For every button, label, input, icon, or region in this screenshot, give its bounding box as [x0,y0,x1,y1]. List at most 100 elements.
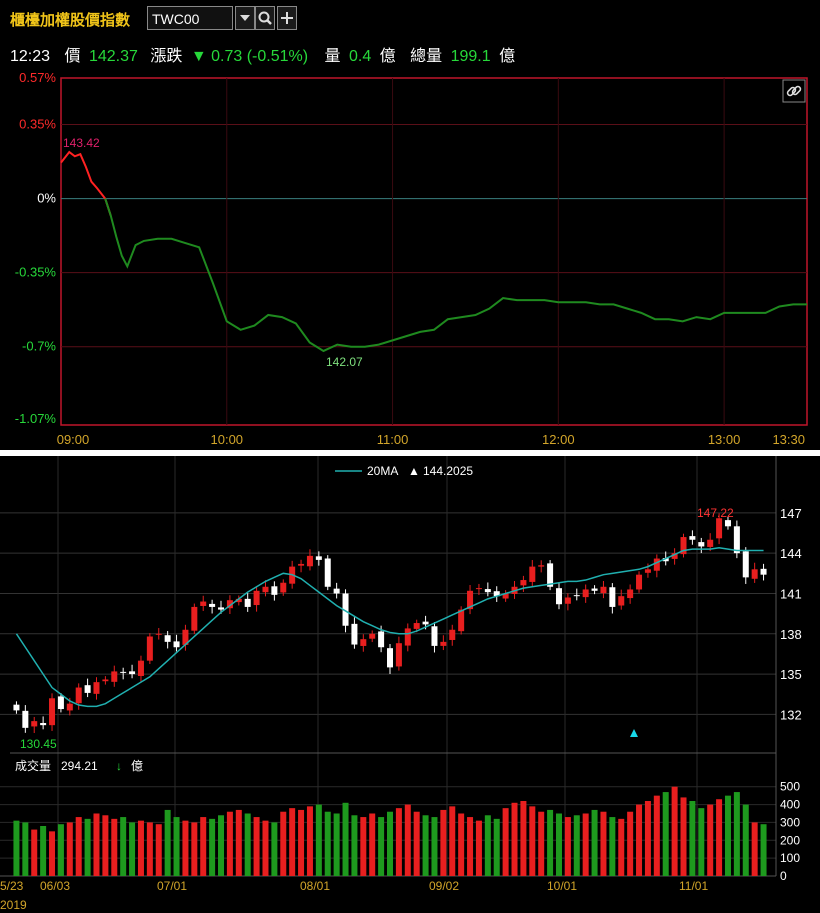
candle [724,516,731,530]
candle-body [280,582,287,593]
candle-body [31,721,38,727]
candle-body [324,558,331,587]
volume-bar [209,818,216,876]
candle-body [502,593,509,599]
price-label: 價 [64,48,81,65]
volume-bar [698,808,705,876]
total-volume-unit: 億 [499,48,516,65]
search-icon [258,11,272,25]
candle-body [707,539,714,547]
daily-x-tick: 10/01 [547,879,577,893]
daily-y-tick: 132 [780,707,802,722]
candle [547,560,554,591]
candle [324,555,331,591]
candle-body [484,589,491,593]
candle-body [431,626,438,646]
candle-body [13,704,20,711]
volume-bar [751,822,758,876]
volume-bar [662,792,669,876]
candle-body [449,629,456,640]
candle-body [716,518,723,539]
search-button[interactable] [255,6,275,30]
volume-unit: 億 [379,48,396,65]
volume-bar [431,817,438,876]
header-bar: 櫃檯加權股價指數 TWC00 [0,0,820,40]
candle-body [49,698,56,726]
chevron-down-icon [240,15,250,21]
change-label: 漲跌 [150,48,183,65]
candle [137,655,144,682]
candle-body [173,641,180,648]
candle [671,548,678,565]
candle [360,634,367,652]
volume-bar [511,802,518,876]
candle [716,513,723,545]
candle [369,630,376,643]
candle-body [662,558,669,562]
candle-body [458,609,465,632]
candle-body [547,563,554,587]
candle-body [84,685,91,693]
candle [49,693,56,731]
candle [440,635,447,651]
candle [111,665,118,687]
candle [13,701,20,714]
volume-bar [555,813,562,876]
candle [760,563,767,581]
volume-bar [449,806,456,876]
volume-bar [733,792,740,876]
volume-bar [289,808,296,876]
candle [271,581,278,601]
volume-bar [591,809,598,876]
ma-legend-name: 20MA [367,464,398,478]
candle-body [653,558,660,571]
volume-bar [493,818,500,876]
volume-bar [84,818,91,876]
volume-bar [262,820,269,876]
symbol-dropdown-button[interactable] [235,6,255,30]
intraday-x-tick: 12:00 [542,432,575,447]
daily-y-tick: 138 [780,627,802,642]
candle [298,559,305,573]
total-volume-label: 總量 [410,48,443,65]
volume-bar [164,809,171,876]
symbol-input[interactable]: TWC00 [147,6,233,30]
volume-bar [306,806,313,876]
add-button[interactable] [277,6,297,30]
volume-bar [502,808,509,876]
quote-line: 12:23 價 142.37 漲跌 ▼ 0.73 (-0.51%) 量 0.4 … [10,42,519,66]
candle-body [244,598,251,607]
volume-bar [387,811,393,876]
candle-body [120,671,127,673]
volume-bar [40,826,47,876]
daily-x-tick: 06/03 [40,879,70,893]
candle-body [689,536,696,540]
daily-x-tick: 11/01 [679,879,708,893]
candle-body [582,589,589,598]
volume-bar [627,811,634,876]
volume-legend-arrow: ↓ [116,759,122,773]
candle [698,537,705,554]
volume-bar [298,809,305,876]
candle [155,628,162,640]
candle-body [636,574,643,590]
candle [413,619,420,633]
intraday-y-tick: 0.35% [19,117,56,132]
candle [387,644,393,674]
candle [573,588,580,601]
candle [609,583,616,614]
candle [680,533,687,558]
link-button[interactable] [782,79,806,103]
volume-bar [689,801,696,876]
candle-body [680,537,687,555]
candle [475,583,482,596]
intraday-x-tick: 09:00 [57,432,90,447]
candle-body [387,648,393,668]
intraday-low-label: 142.07 [326,355,363,369]
candle [235,595,242,606]
event-marker-icon[interactable] [630,729,638,737]
volume-bar [333,813,340,876]
candle-body [93,682,100,694]
candle-body [698,542,705,547]
intraday-line-down [104,198,807,353]
